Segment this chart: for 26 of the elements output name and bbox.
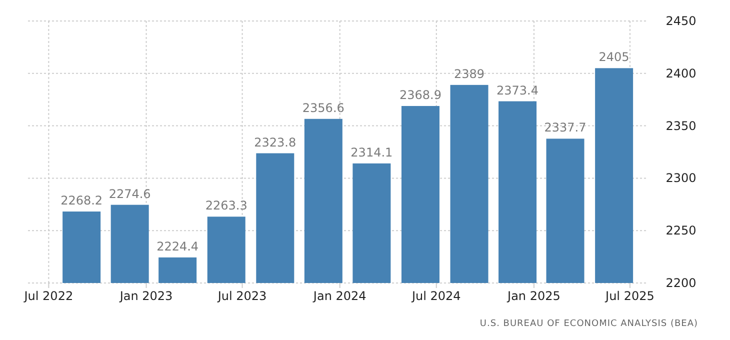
data-label: 2356.6 — [302, 100, 344, 115]
y-tick-label: 2300 — [666, 171, 696, 186]
data-label: 2224.4 — [156, 239, 199, 254]
x-tick-label: Jan 2025 — [506, 289, 560, 303]
y-tick-label: 2350 — [666, 118, 696, 133]
data-label: 2263.3 — [205, 198, 248, 213]
data-label: 2268.2 — [60, 194, 103, 208]
y-tick-label: 2400 — [666, 66, 696, 80]
data-label: 2405 — [598, 50, 630, 64]
text: U.S. BUREAU OF ECONOMIC ANALYSIS (BEA) — [480, 319, 698, 329]
data-label: 2368.9 — [399, 88, 442, 102]
x-tick-label: Jul 2022 — [23, 289, 74, 303]
y-tick-label: 2250 — [666, 224, 696, 238]
y-tick-label: 2450 — [666, 14, 696, 28]
y-tick-label: 2200 — [666, 276, 696, 290]
x-tick-label: Jul 2024 — [410, 289, 461, 303]
x-tick-label: Jan 2024 — [312, 289, 366, 303]
x-tick-label: Jan 2023 — [118, 289, 173, 303]
data-label: 2389 — [454, 66, 485, 81]
data-label: 2274.6 — [108, 186, 151, 201]
x-tick-label: Jul 2025 — [604, 289, 654, 303]
x-tick-label: Jul 2023 — [216, 289, 267, 303]
data-label: 2323.8 — [254, 135, 296, 150]
data-label: 2373.4 — [496, 83, 539, 98]
data-label: 2314.1 — [350, 145, 393, 160]
data-label: 2337.7 — [544, 120, 586, 135]
